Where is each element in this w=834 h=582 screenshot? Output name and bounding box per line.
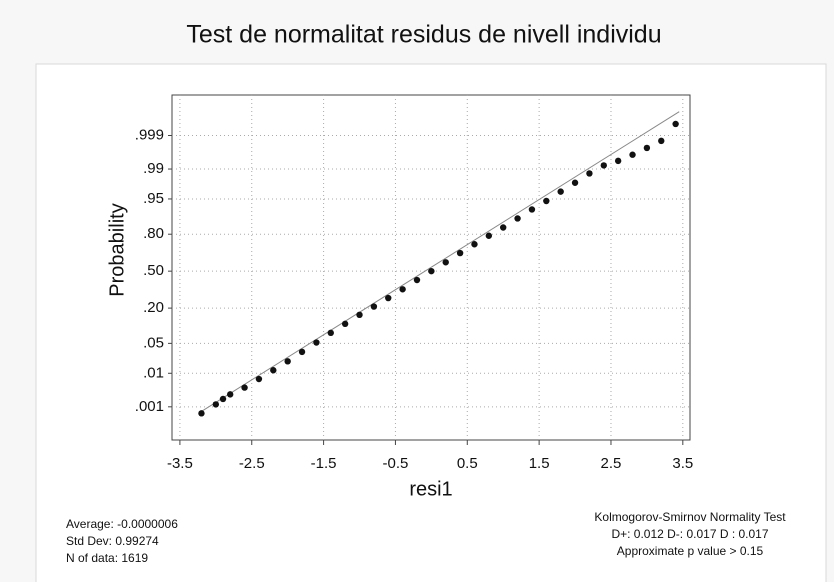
- x-tick-label: -0.5: [383, 455, 409, 472]
- point: [198, 410, 205, 417]
- point: [557, 188, 564, 195]
- reference-line: [201, 111, 680, 412]
- point: [428, 267, 435, 275]
- point: [614, 157, 622, 165]
- point: [442, 259, 449, 266]
- point: [658, 137, 665, 145]
- y-axis-label: Probability: [106, 203, 128, 296]
- point: [643, 144, 651, 152]
- point: [471, 241, 478, 248]
- point: [298, 348, 306, 356]
- point: [672, 120, 679, 128]
- stats-note: N of data: 1619: [66, 551, 148, 565]
- point: [255, 375, 263, 383]
- ks-test-note: Approximate p value > 0.15: [617, 544, 764, 558]
- x-tick-label: -3.5: [167, 455, 193, 472]
- point: [284, 358, 291, 365]
- point: [543, 197, 550, 205]
- y-tick-label: .01: [143, 364, 164, 381]
- point: [219, 395, 227, 403]
- point: [586, 170, 593, 177]
- y-tick-label: .80: [143, 225, 164, 242]
- point: [370, 303, 378, 310]
- y-tick-label: .95: [143, 190, 164, 207]
- point: [356, 311, 363, 319]
- point: [226, 391, 234, 398]
- point: [241, 384, 248, 391]
- y-tick-label: .99: [143, 160, 164, 177]
- point: [270, 367, 277, 374]
- y-tick-label: .50: [143, 262, 164, 279]
- point: [341, 320, 349, 328]
- ks-test-note: D+: 0.012 D-: 0.017 D : 0.017: [611, 527, 768, 541]
- y-tick-label: .001: [135, 398, 164, 415]
- x-tick-label: 1.5: [529, 455, 550, 472]
- point: [456, 249, 464, 257]
- point: [313, 339, 320, 346]
- ks-test-note: Kolmogorov-Smirnov Normality Test: [594, 510, 786, 524]
- x-tick-label: 0.5: [457, 455, 478, 472]
- point: [212, 401, 220, 408]
- y-tick-label: .05: [143, 334, 164, 351]
- point: [399, 286, 406, 293]
- x-tick-label: -2.5: [239, 455, 265, 472]
- point: [514, 215, 521, 222]
- x-tick-label: 2.5: [601, 455, 622, 472]
- x-tick-label: -1.5: [311, 455, 337, 472]
- point: [385, 294, 392, 302]
- x-axis-label: resi1: [409, 478, 452, 500]
- stats-note: Average: -0.0000006: [66, 517, 178, 531]
- point: [528, 206, 536, 213]
- point: [500, 224, 507, 231]
- chart-title: Test de normalitat residus de nivell ind…: [186, 21, 661, 49]
- point: [485, 232, 493, 239]
- point: [571, 179, 579, 186]
- y-tick-label: .20: [143, 299, 164, 316]
- point: [413, 276, 421, 284]
- y-tick-label: .999: [135, 126, 164, 143]
- point: [629, 151, 636, 158]
- stats-note: Std Dev: 0.99274: [66, 534, 159, 548]
- point: [327, 329, 334, 337]
- x-tick-label: 3.5: [672, 455, 693, 472]
- point: [600, 162, 607, 169]
